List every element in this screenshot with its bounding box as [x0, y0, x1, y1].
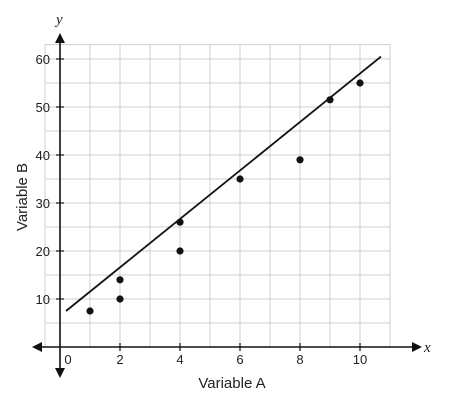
- y-tick-label: 10: [36, 292, 50, 307]
- x-axis-arrow-left: [32, 342, 42, 352]
- x-tick-label: 8: [296, 352, 303, 367]
- y-tick-label: 20: [36, 244, 50, 259]
- x-tick-label: 2: [116, 352, 123, 367]
- trend-line: [65, 55, 382, 312]
- y-axis-letter: y: [54, 12, 63, 28]
- grid: [44, 44, 391, 348]
- data-point: [176, 218, 184, 226]
- trend-line-group: [65, 55, 382, 312]
- y-axis-arrow-up: [55, 33, 65, 43]
- data-point: [356, 79, 364, 87]
- x-tick-label: 6: [236, 352, 243, 367]
- x-tick-label: 4: [176, 352, 183, 367]
- x-tick-label: 10: [353, 352, 367, 367]
- x-tick-label: 0: [64, 352, 71, 367]
- tick-labels: 0 2 4 6 8 10 10 20 30 40 50 60: [36, 52, 368, 367]
- data-point: [86, 307, 94, 315]
- y-axis-title: Variable B: [14, 163, 31, 231]
- y-axis-arrow-down: [55, 368, 65, 378]
- y-tick-label: 50: [36, 100, 50, 115]
- y-tick-label: 40: [36, 148, 50, 163]
- data-point: [236, 175, 244, 183]
- y-tick-label: 30: [36, 196, 50, 211]
- x-axis-title: Variable A: [198, 375, 265, 392]
- data-point: [296, 156, 304, 164]
- data-point: [176, 247, 184, 255]
- y-tick-label: 60: [36, 52, 50, 67]
- x-axis-letter: x: [423, 340, 431, 356]
- data-points: [86, 79, 364, 315]
- data-point: [326, 96, 334, 104]
- axes: [32, 33, 422, 378]
- grid-frame: [44, 44, 391, 348]
- data-point: [116, 295, 124, 303]
- x-axis-arrow-right: [412, 342, 422, 352]
- data-point: [116, 276, 124, 284]
